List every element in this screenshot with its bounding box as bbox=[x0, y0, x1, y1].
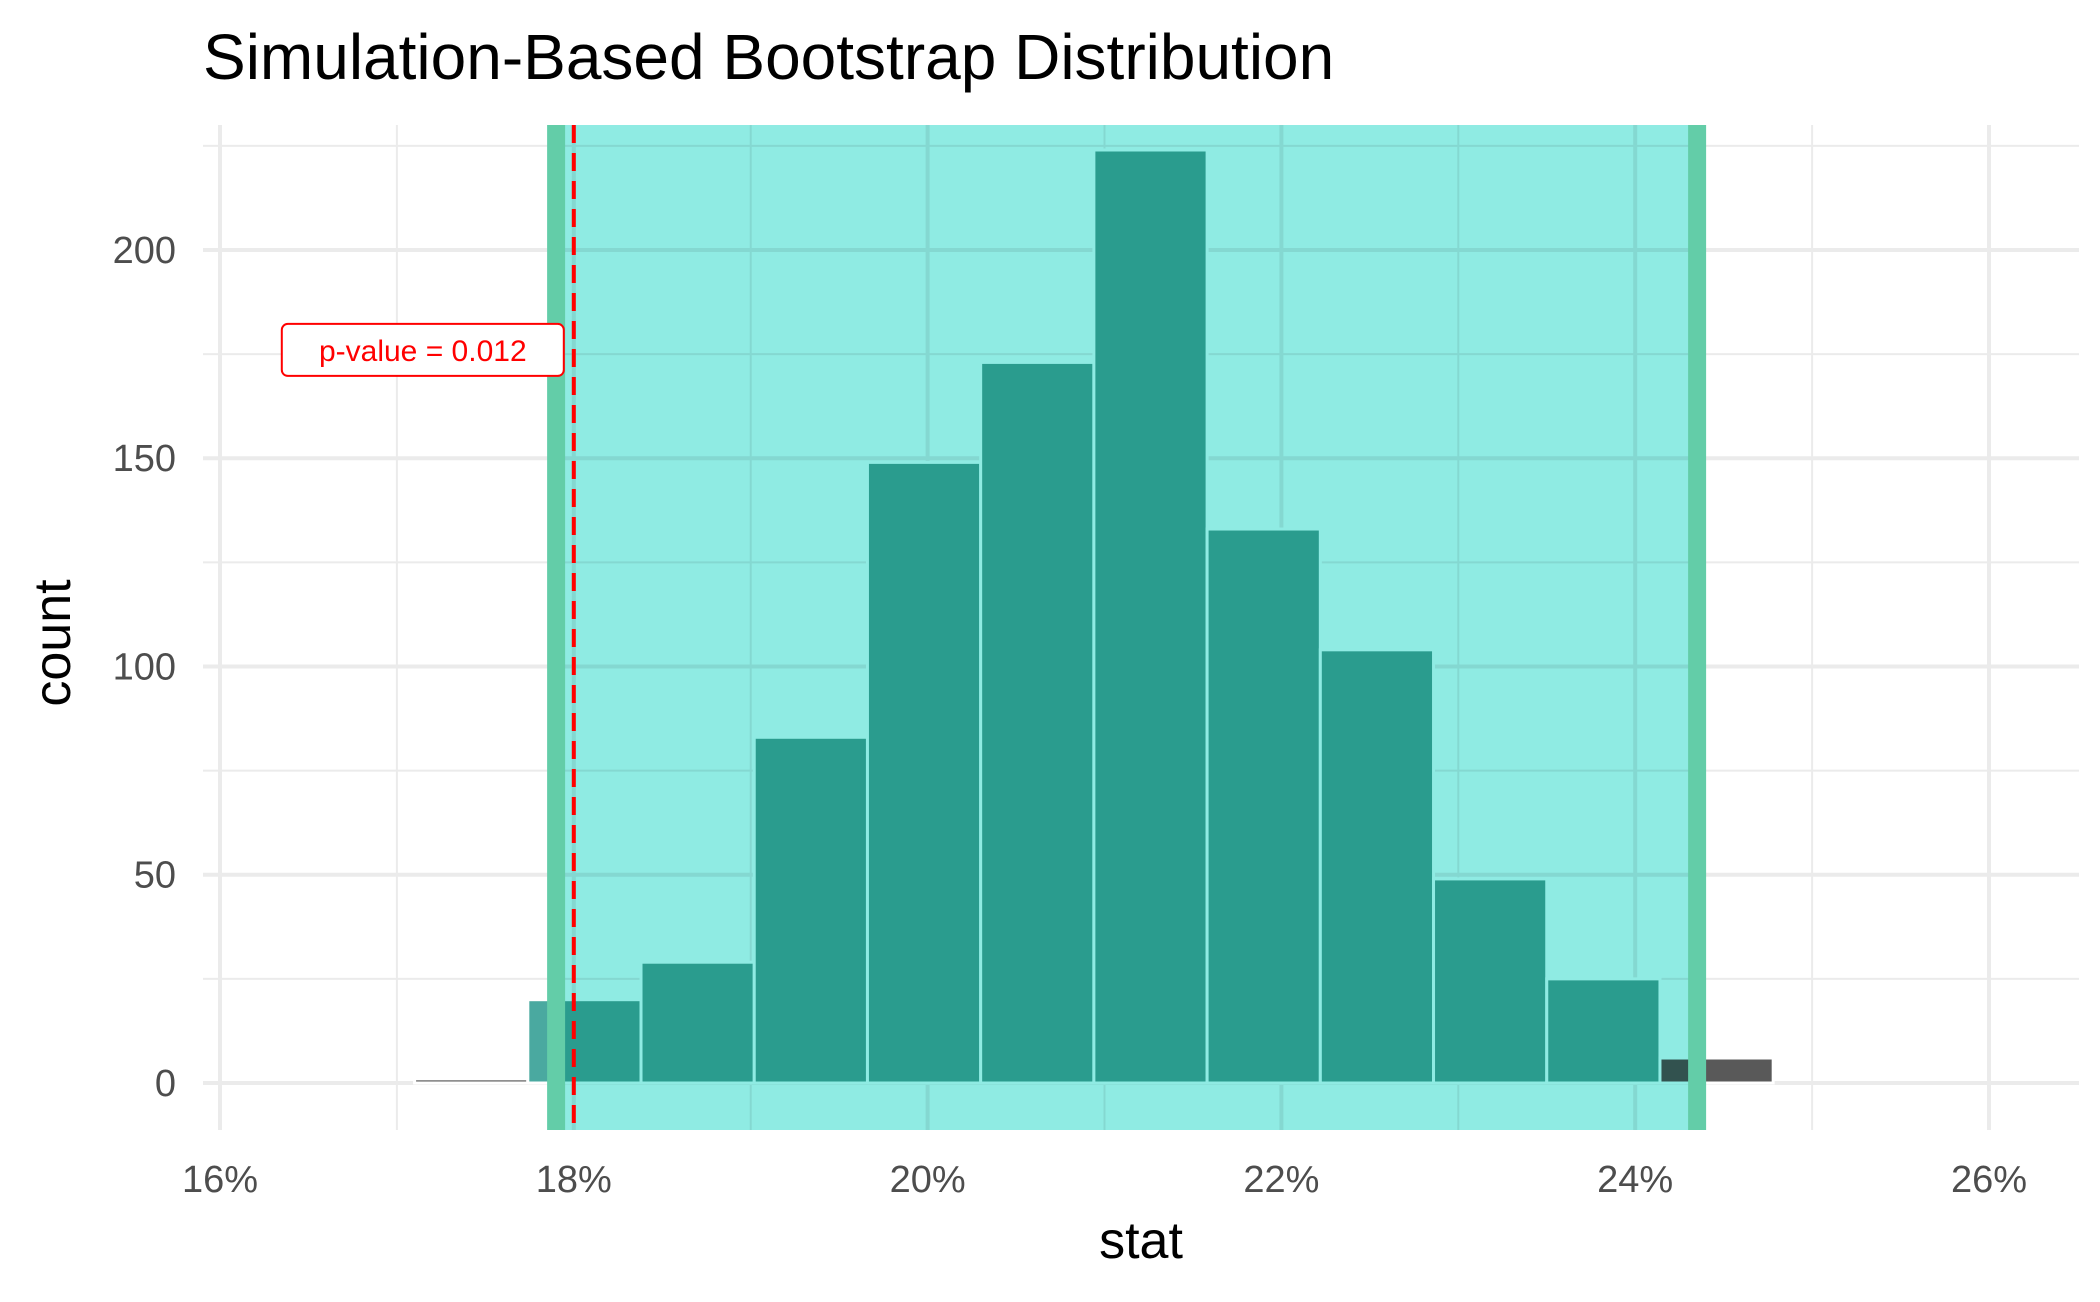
y-tick-label: 100 bbox=[113, 646, 176, 688]
p-value-label: p-value = 0.012 bbox=[319, 335, 527, 368]
x-tick-label: 26% bbox=[1951, 1159, 2027, 1201]
x-tick-label: 24% bbox=[1597, 1159, 1673, 1201]
confidence-interval-shading bbox=[547, 125, 1707, 1130]
histogram-bar bbox=[413, 1077, 530, 1085]
y-tick-label: 200 bbox=[113, 230, 176, 272]
y-tick-label: 150 bbox=[113, 438, 176, 480]
observed-stat-marker: p-value = 0.012 bbox=[280, 125, 576, 1130]
y-tick-label: 0 bbox=[155, 1063, 176, 1105]
axis-tick-labels: 16% 18% 20% 22% 24% 26% 0 50 100 150 200 bbox=[113, 230, 2027, 1201]
y-tick-label: 50 bbox=[134, 855, 176, 897]
x-tick-label: 20% bbox=[890, 1159, 966, 1201]
x-tick-label: 18% bbox=[536, 1159, 612, 1201]
ci-band bbox=[556, 125, 1698, 1130]
chart-title: Simulation-Based Bootstrap Distribution bbox=[203, 21, 1334, 93]
x-tick-label: 22% bbox=[1243, 1159, 1319, 1201]
x-tick-label: 16% bbox=[182, 1159, 258, 1201]
x-axis-title: stat bbox=[1099, 1212, 1183, 1270]
p-value-label-box bbox=[280, 322, 565, 377]
y-axis-title: count bbox=[24, 579, 82, 707]
